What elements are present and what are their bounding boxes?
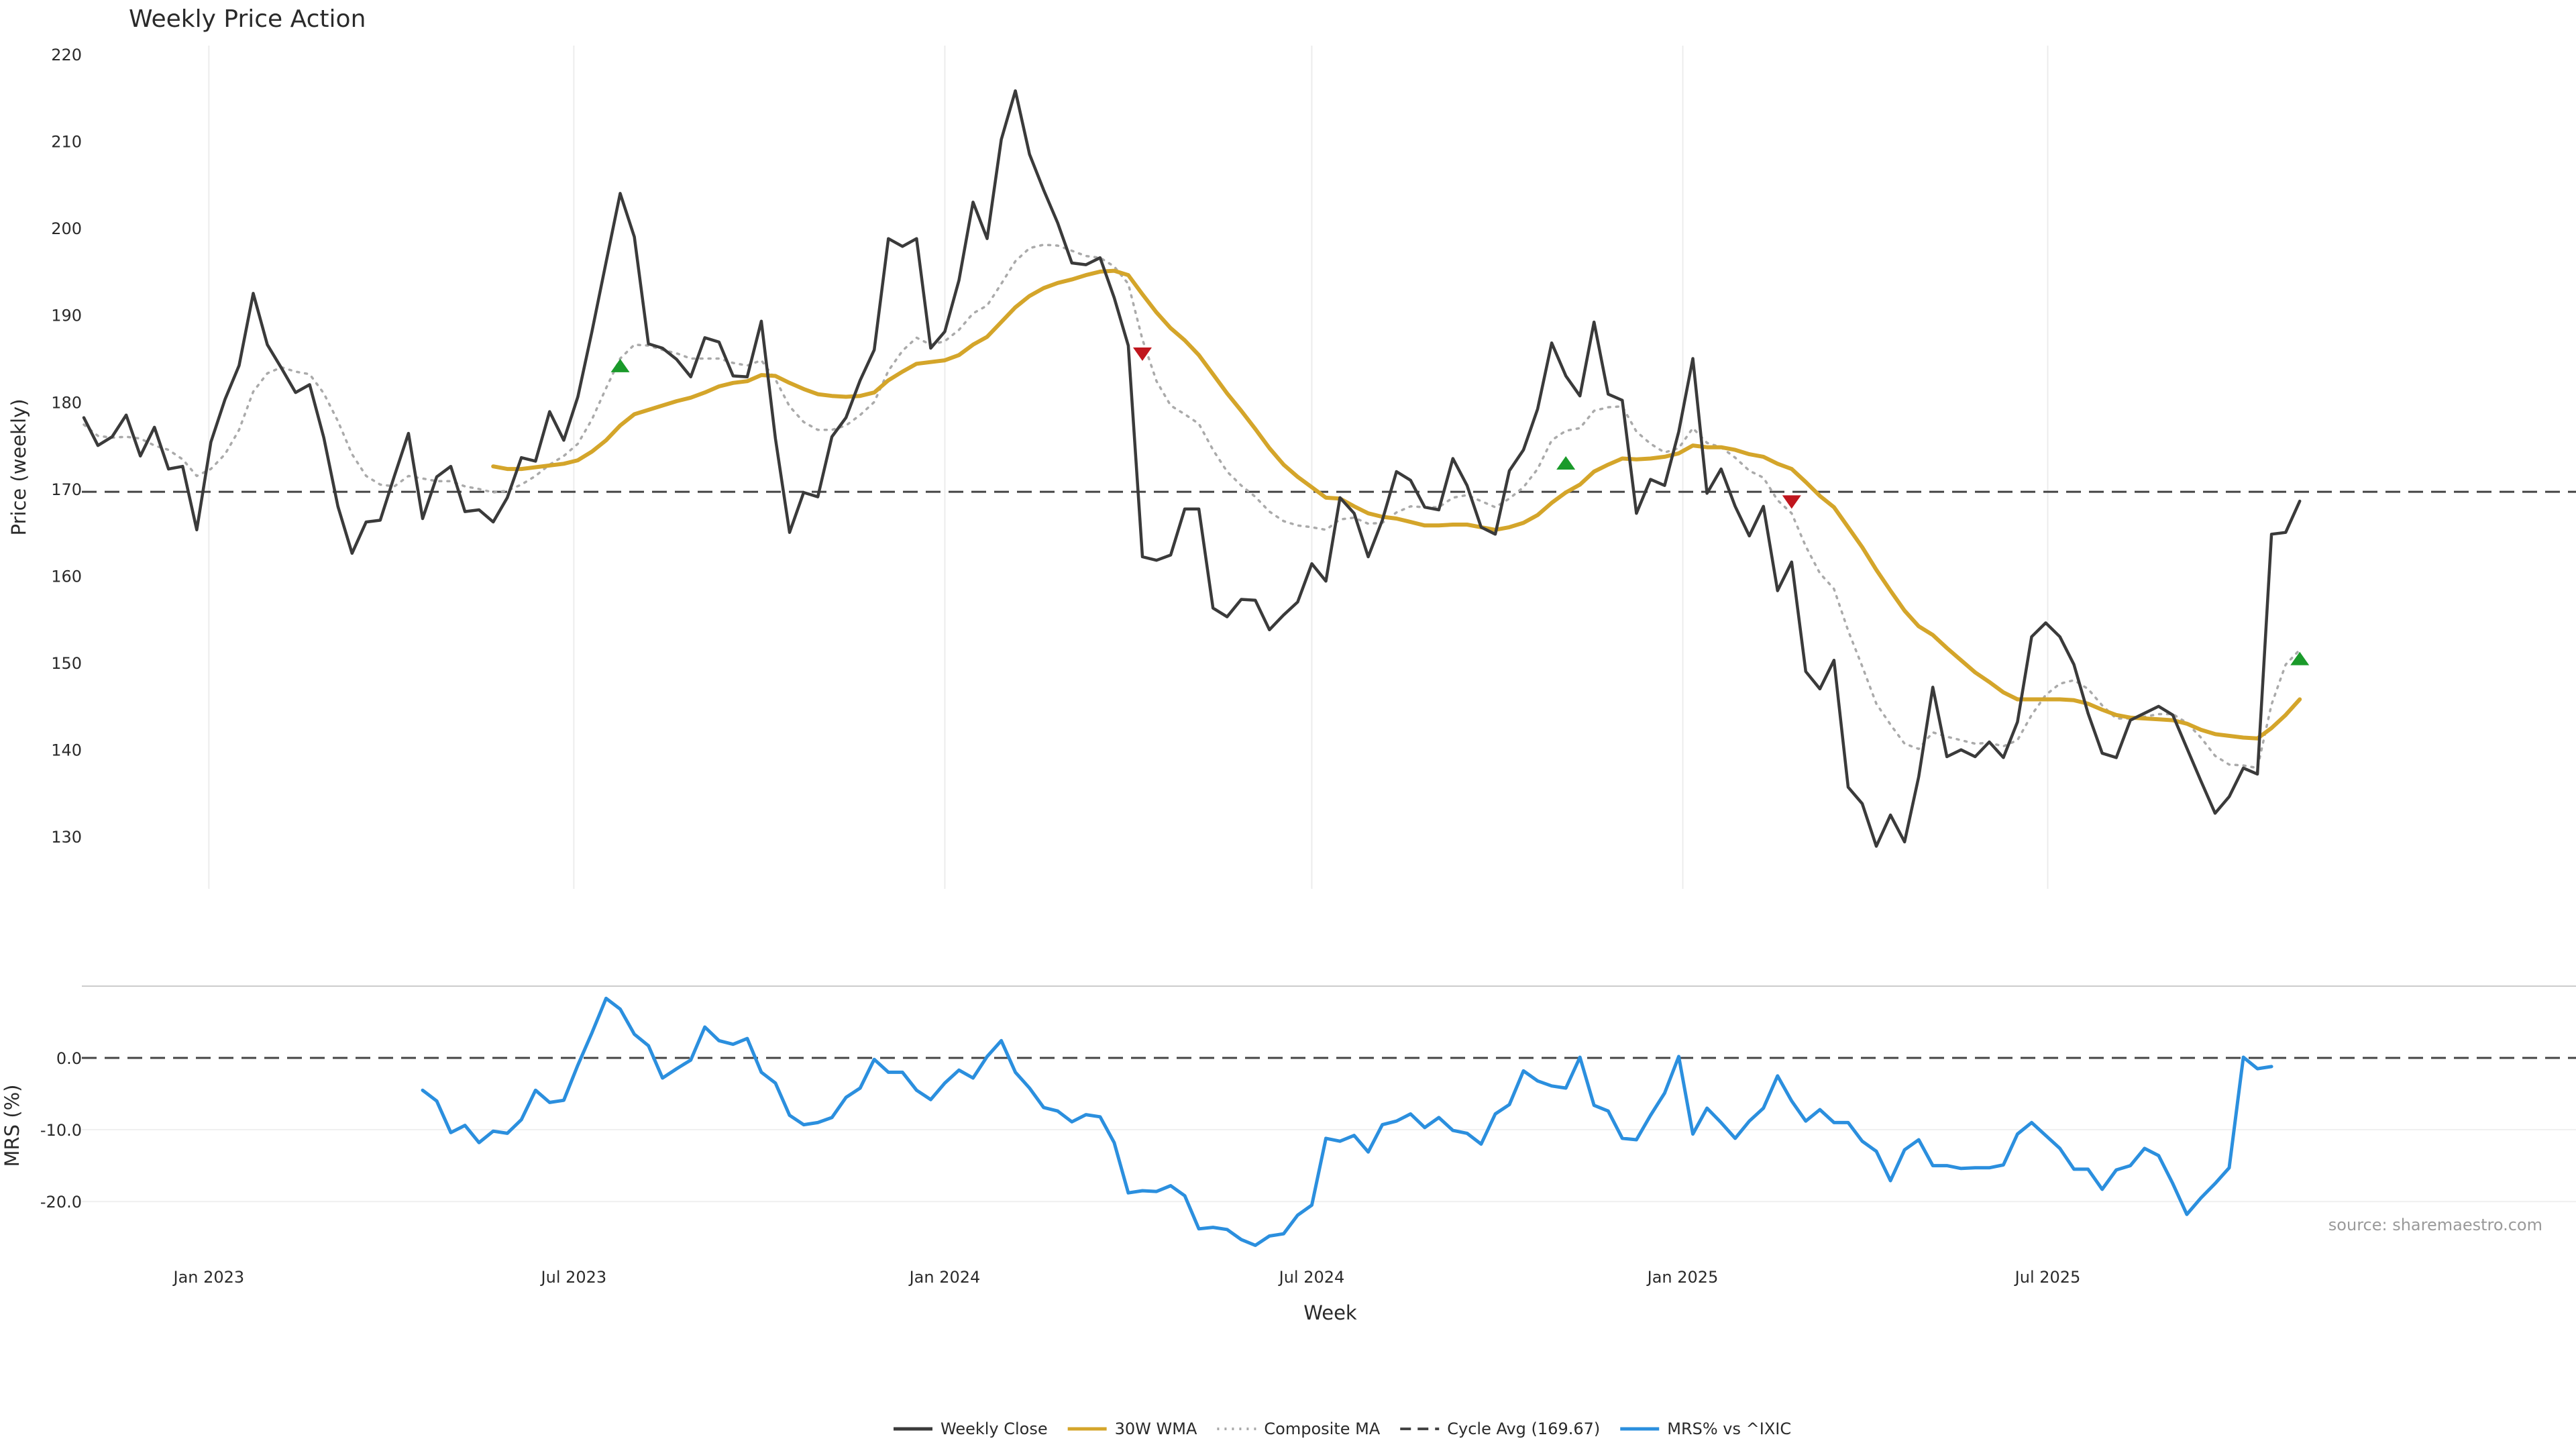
price-y-tick-label: 140 — [51, 741, 82, 760]
buy-signal-marker — [2290, 651, 2310, 665]
x-tick-label: Jan 2023 — [172, 1268, 245, 1287]
series-line-weekly-close — [82, 89, 2302, 848]
series-line-composite-ma — [83, 244, 2301, 769]
x-tick-label: Jul 2024 — [1278, 1268, 1345, 1287]
mrs-y-tick-label: -20.0 — [40, 1193, 82, 1212]
price-y-tick-label: 180 — [51, 393, 82, 412]
mrs-y-tick-label: 0.0 — [56, 1049, 82, 1068]
price-y-tick-label: 200 — [51, 219, 82, 238]
sell-signal-marker — [1132, 347, 1152, 362]
mrs-y-tick-label: -10.0 — [40, 1121, 82, 1140]
x-tick-label: Jul 2023 — [540, 1268, 607, 1287]
price-y-tick-label: 160 — [51, 567, 82, 586]
price-y-tick-label: 220 — [51, 46, 82, 64]
legend-label: Composite MA — [1264, 1419, 1380, 1438]
price-y-tick-label: 150 — [51, 654, 82, 673]
price-y-tick-label: 130 — [51, 828, 82, 847]
source-note: source: sharemaestro.com — [2328, 1216, 2542, 1234]
price-panel: 130 140 150 160 170 180 190 200 210 220 Price (wee… — [7, 46, 2576, 889]
buy-signal-marker — [610, 358, 630, 372]
price-y-axis-label: Price (weekly) — [7, 398, 30, 535]
mrs-y-axis-label: MRS (%) — [1, 1085, 23, 1167]
series-line-mrs-vs-ixic — [421, 996, 2273, 1247]
price-y-tick-label: 190 — [51, 307, 82, 325]
price-y-tick-label: 210 — [51, 133, 82, 152]
buy-signal-marker — [1556, 456, 1576, 470]
legend: Weekly Close 30W WMA Composite MA Cycle Avg… — [894, 1419, 1791, 1438]
price-y-tick-label: 170 — [51, 480, 82, 499]
x-tick-label: Jan 2025 — [1646, 1268, 1719, 1287]
series-line-30w-wma — [491, 268, 2302, 741]
legend-label: 30W WMA — [1115, 1419, 1197, 1438]
x-axis-label: Week — [1303, 1301, 1357, 1324]
legend-label: Weekly Close — [941, 1419, 1048, 1438]
x-tick-label: Jan 2024 — [908, 1268, 981, 1287]
chart-title: Weekly Price Action — [129, 5, 366, 33]
legend-label: Cycle Avg (169.67) — [1447, 1419, 1600, 1438]
x-tick-label: Jul 2025 — [2014, 1268, 2081, 1287]
mrs-panel: 0.0 -10.0 -20.0 MRS (%) Jan 2023 Jul 2023 Jan … — [1, 985, 2576, 1287]
sell-signal-marker — [1782, 495, 1801, 509]
legend-label: MRS% vs ^IXIC — [1667, 1419, 1791, 1438]
